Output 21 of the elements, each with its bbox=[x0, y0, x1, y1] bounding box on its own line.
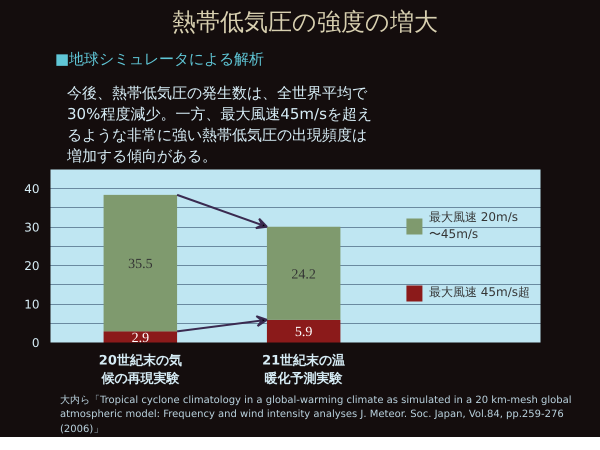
text: 大内ら「Tropical cyclone climatology in a global-warming climate as simulated in a 20 km-mesh global atmospheric model: Frequency and wind intensity analyses J. Meteor. Soc. Japan, Vol.84, pp.259-276 (2006)」 bbox=[60, 394, 573, 437]
y-tick-label: 10 bbox=[24, 298, 40, 312]
y-tick-label: 30 bbox=[24, 220, 40, 235]
y-tick-label: 20 bbox=[24, 259, 40, 274]
chart-subtitle: ■地球シミュレータによる解析 bbox=[55, 49, 264, 70]
y-tick-label: 0 bbox=[32, 336, 40, 350]
data-label: 5.9 bbox=[294, 325, 312, 340]
data-label: 2.9 bbox=[132, 330, 150, 346]
x-tick-label: 21世紀末の温暖化予測実験 bbox=[262, 354, 346, 386]
data-label: 24.2 bbox=[291, 267, 316, 282]
chart-title: 熱帯低気圧の強度の増大 bbox=[172, 7, 438, 38]
bar bbox=[266, 320, 340, 342]
text: 今後、熱帯低気圧の発生数は、全世界平均で30%程度減少。一方、最大風速45m/sを超えるような非常に強い熱帯低気圧の出現頻度は増加する傾向がある。 bbox=[67, 83, 373, 167]
data-label: 35.5 bbox=[128, 257, 153, 272]
bar bbox=[104, 194, 178, 332]
x-tick-label: 20世紀末の気候の再現実験 bbox=[98, 354, 182, 386]
legend-label: 最大風速 45m/s超 bbox=[428, 284, 530, 301]
bar bbox=[266, 226, 340, 320]
bar bbox=[104, 331, 178, 342]
legend-label: 最大風速 20m/s 〜45m/s bbox=[428, 208, 518, 242]
y-tick-label: 40 bbox=[24, 182, 40, 196]
